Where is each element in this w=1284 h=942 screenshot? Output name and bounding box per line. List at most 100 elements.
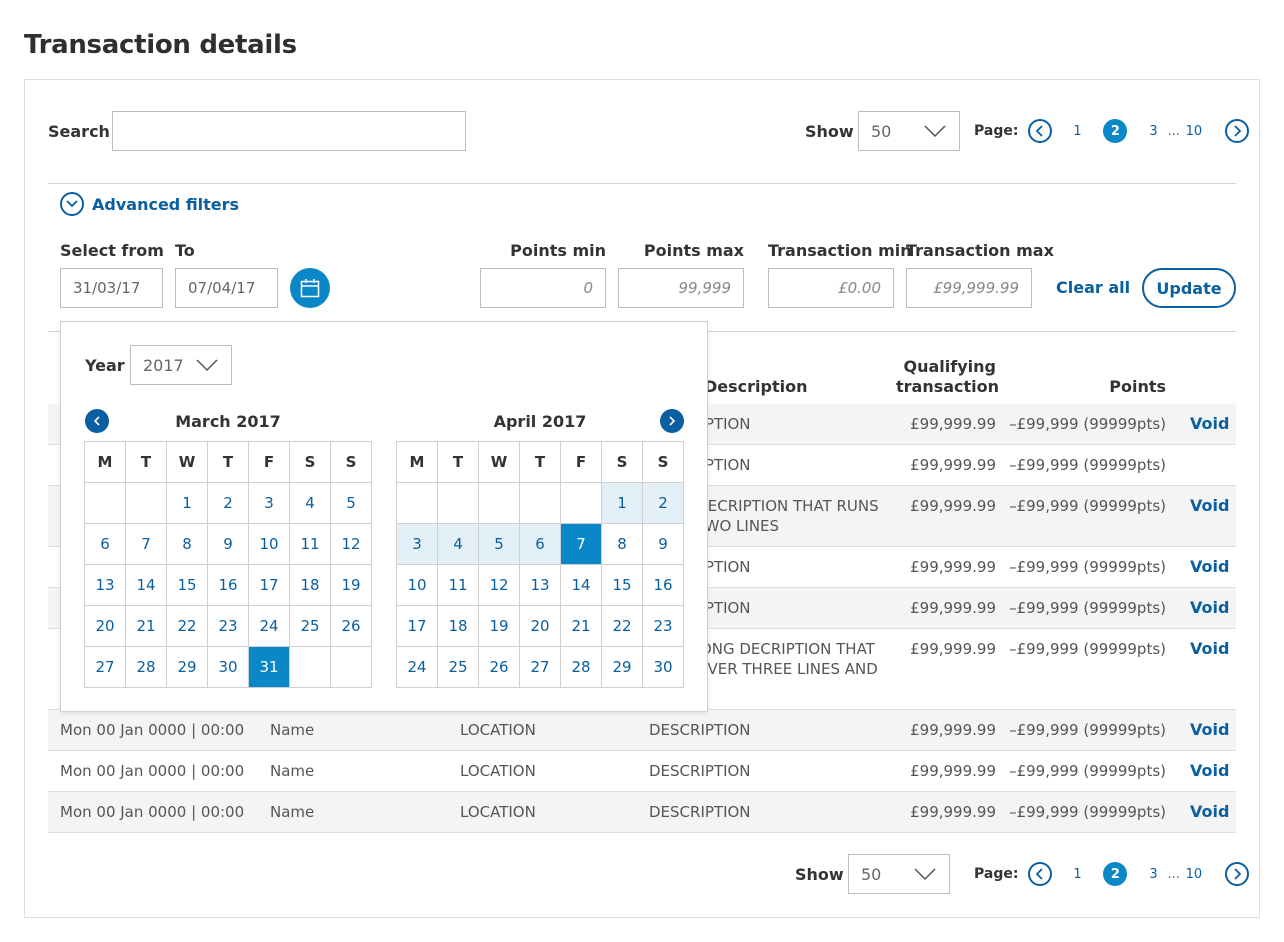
day-cell[interactable]: 2 (208, 483, 249, 524)
page-10[interactable]: 10 (1185, 866, 1203, 882)
day-cell[interactable]: 14 (561, 565, 602, 606)
next-page-button[interactable] (1224, 119, 1249, 143)
day-cell[interactable]: 20 (520, 606, 561, 647)
year-select[interactable]: 2017 (130, 345, 232, 385)
day-cell[interactable]: 6 (520, 524, 561, 565)
day-cell[interactable]: 5 (479, 524, 520, 565)
next-page-button[interactable] (1224, 862, 1249, 886)
day-cell[interactable]: 10 (249, 524, 290, 565)
day-cell[interactable]: 8 (167, 524, 208, 565)
day-cell[interactable]: 1 (167, 483, 208, 524)
day-cell[interactable]: 15 (602, 565, 643, 606)
page-1[interactable]: 1 (1073, 866, 1082, 882)
void-link[interactable]: Void (1190, 720, 1230, 739)
show-select-bottom[interactable]: 50 (848, 854, 950, 894)
day-cell[interactable]: 30 (643, 647, 684, 688)
points-min-input[interactable]: 0 (480, 268, 606, 308)
day-cell[interactable]: 28 (126, 647, 167, 688)
day-cell[interactable]: 3 (249, 483, 290, 524)
day-cell[interactable]: 25 (438, 647, 479, 688)
void-link[interactable]: Void (1190, 639, 1230, 658)
select-from-input[interactable]: 31/03/17 (60, 268, 163, 308)
advanced-filters-toggle[interactable]: Advanced filters (60, 192, 239, 216)
page-1[interactable]: 1 (1073, 123, 1082, 139)
page-2[interactable]: 2 (1103, 119, 1128, 143)
day-cell[interactable]: 21 (561, 606, 602, 647)
day-cell[interactable]: 17 (397, 606, 438, 647)
day-cell[interactable]: 24 (397, 647, 438, 688)
to-input[interactable]: 07/04/17 (175, 268, 278, 308)
day-cell[interactable]: 22 (602, 606, 643, 647)
chevron-left-icon (1036, 868, 1044, 880)
void-link[interactable]: Void (1190, 598, 1230, 617)
day-cell[interactable]: 30 (208, 647, 249, 688)
day-cell[interactable]: 9 (208, 524, 249, 565)
search-input[interactable] (112, 111, 466, 151)
transaction-min-input[interactable]: £0.00 (768, 268, 894, 308)
day-cell[interactable]: 5 (331, 483, 372, 524)
page-2[interactable]: 2 (1103, 862, 1128, 886)
day-cell[interactable]: 2 (643, 483, 684, 524)
day-cell[interactable]: 25 (290, 606, 331, 647)
transaction-max-input[interactable]: £99,999.99 (906, 268, 1032, 308)
page-3[interactable]: 3 (1149, 866, 1158, 882)
day-cell[interactable]: 11 (290, 524, 331, 565)
day-cell[interactable]: 22 (167, 606, 208, 647)
day-cell[interactable]: 26 (331, 606, 372, 647)
page-3[interactable]: 3 (1149, 123, 1158, 139)
day-cell[interactable]: 31 (249, 647, 290, 688)
day-cell[interactable]: 7 (126, 524, 167, 565)
day-cell[interactable]: 28 (561, 647, 602, 688)
day-cell[interactable]: 26 (479, 647, 520, 688)
points-max-input[interactable]: 99,999 (618, 268, 744, 308)
day-cell[interactable]: 29 (167, 647, 208, 688)
void-link[interactable]: Void (1190, 496, 1230, 515)
day-cell[interactable]: 3 (397, 524, 438, 565)
day-cell[interactable]: 17 (249, 565, 290, 606)
day-cell[interactable]: 9 (643, 524, 684, 565)
day-cell[interactable]: 27 (520, 647, 561, 688)
day-cell[interactable]: 4 (290, 483, 331, 524)
prev-month-button[interactable] (85, 409, 109, 433)
day-cell[interactable]: 18 (290, 565, 331, 606)
void-link[interactable]: Void (1190, 557, 1230, 576)
day-cell[interactable]: 14 (126, 565, 167, 606)
day-cell[interactable]: 23 (643, 606, 684, 647)
day-cell[interactable]: 24 (249, 606, 290, 647)
day-cell[interactable]: 27 (85, 647, 126, 688)
show-select[interactable]: 50 (858, 111, 960, 151)
day-cell[interactable]: 19 (479, 606, 520, 647)
day-cell[interactable]: 10 (397, 565, 438, 606)
calendar-button[interactable] (290, 268, 330, 308)
day-cell[interactable]: 16 (643, 565, 684, 606)
empty-day-cell (397, 483, 438, 524)
update-button[interactable]: Update (1142, 268, 1236, 308)
day-cell[interactable]: 16 (208, 565, 249, 606)
prev-page-button[interactable] (1028, 119, 1053, 143)
day-cell[interactable]: 23 (208, 606, 249, 647)
void-link[interactable]: Void (1190, 802, 1230, 821)
day-cell[interactable]: 13 (520, 565, 561, 606)
void-link[interactable]: Void (1190, 761, 1230, 780)
day-cell[interactable]: 19 (331, 565, 372, 606)
day-cell[interactable]: 8 (602, 524, 643, 565)
next-month-button[interactable] (660, 409, 684, 433)
void-link[interactable]: Void (1190, 414, 1230, 433)
day-cell[interactable]: 20 (85, 606, 126, 647)
day-cell[interactable]: 4 (438, 524, 479, 565)
empty-day-cell (290, 647, 331, 688)
day-cell[interactable]: 21 (126, 606, 167, 647)
day-cell[interactable]: 13 (85, 565, 126, 606)
day-cell[interactable]: 11 (438, 565, 479, 606)
day-cell[interactable]: 12 (331, 524, 372, 565)
day-cell[interactable]: 7 (561, 524, 602, 565)
prev-page-button[interactable] (1028, 862, 1053, 886)
day-cell[interactable]: 29 (602, 647, 643, 688)
day-cell[interactable]: 6 (85, 524, 126, 565)
page-10[interactable]: 10 (1185, 123, 1203, 139)
clear-all-link[interactable]: Clear all (1056, 278, 1131, 297)
day-cell[interactable]: 12 (479, 565, 520, 606)
day-cell[interactable]: 15 (167, 565, 208, 606)
day-cell[interactable]: 1 (602, 483, 643, 524)
day-cell[interactable]: 18 (438, 606, 479, 647)
